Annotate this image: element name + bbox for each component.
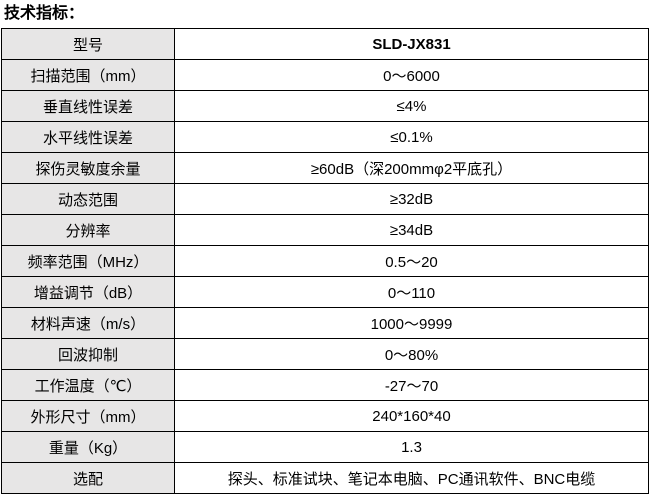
spec-table: 型号 SLD-JX831 扫描范围（mm） 0～6000 垂直线性误差 ≤4% 水平线性误差…	[1, 28, 649, 494]
table-row: 垂直线性误差 ≤4%	[1, 90, 649, 122]
spec-value: ≤4%	[174, 90, 649, 122]
spec-label: 外形尺寸（mm）	[1, 400, 175, 432]
spec-label: 增益调节（dB）	[1, 276, 175, 308]
spec-value: ≥60dB（深200mmφ2平底孔）	[174, 152, 649, 184]
spec-label: 型号	[1, 28, 175, 60]
table-row: 频率范围（MHz） 0.5～20	[1, 245, 649, 277]
spec-value: SLD-JX831	[174, 28, 649, 60]
spec-value: 0～110	[174, 276, 649, 308]
spec-value: 240*160*40	[174, 400, 649, 432]
table-row: 增益调节（dB） 0～110	[1, 276, 649, 308]
spec-value: 探头、标准试块、笔记本电脑、PC通讯软件、BNC电缆	[174, 462, 649, 494]
spec-value: 1000～9999	[174, 307, 649, 339]
section-title: 技术指标：	[4, 5, 85, 22]
spec-label: 频率范围（MHz）	[1, 245, 175, 277]
spec-label: 分辨率	[1, 214, 175, 246]
table-row: 材料声速（m/s） 1000～9999	[1, 307, 649, 339]
table-row: 工作温度（℃） -27～70	[1, 369, 649, 401]
table-row: 选配 探头、标准试块、笔记本电脑、PC通讯软件、BNC电缆	[1, 462, 649, 494]
table-row: 水平线性误差 ≤0.1%	[1, 121, 649, 153]
table-row: 扫描范围（mm） 0～6000	[1, 59, 649, 91]
table-row: 重量（Kg） 1.3	[1, 431, 649, 463]
spec-label: 探伤灵敏度余量	[1, 152, 175, 184]
spec-label: 扫描范围（mm）	[1, 59, 175, 91]
spec-label: 重量（Kg）	[1, 431, 175, 463]
spec-label: 工作温度（℃）	[1, 369, 175, 401]
spec-label: 动态范围	[1, 183, 175, 215]
table-row: 分辨率 ≥34dB	[1, 214, 649, 246]
spec-value: ≥32dB	[174, 183, 649, 215]
spec-label: 水平线性误差	[1, 121, 175, 153]
table-row: 回波抑制 0～80%	[1, 338, 649, 370]
spec-value: ≤0.1%	[174, 121, 649, 153]
table-row: 动态范围 ≥32dB	[1, 183, 649, 215]
table-row: 外形尺寸（mm） 240*160*40	[1, 400, 649, 432]
spec-label: 垂直线性误差	[1, 90, 175, 122]
spec-value: 0～80%	[174, 338, 649, 370]
spec-value: 0.5～20	[174, 245, 649, 277]
table-row: 探伤灵敏度余量 ≥60dB（深200mmφ2平底孔）	[1, 152, 649, 184]
spec-value: -27～70	[174, 369, 649, 401]
table-body: 型号 SLD-JX831 扫描范围（mm） 0～6000 垂直线性误差 ≤4% 水平线性误差…	[1, 28, 649, 494]
spec-label: 回波抑制	[1, 338, 175, 370]
spec-label: 材料声速（m/s）	[1, 307, 175, 339]
spec-value: 1.3	[174, 431, 649, 463]
table-row: 型号 SLD-JX831	[1, 28, 649, 60]
spec-value: ≥34dB	[174, 214, 649, 246]
spec-value: 0～6000	[174, 59, 649, 91]
spec-label: 选配	[1, 462, 175, 494]
